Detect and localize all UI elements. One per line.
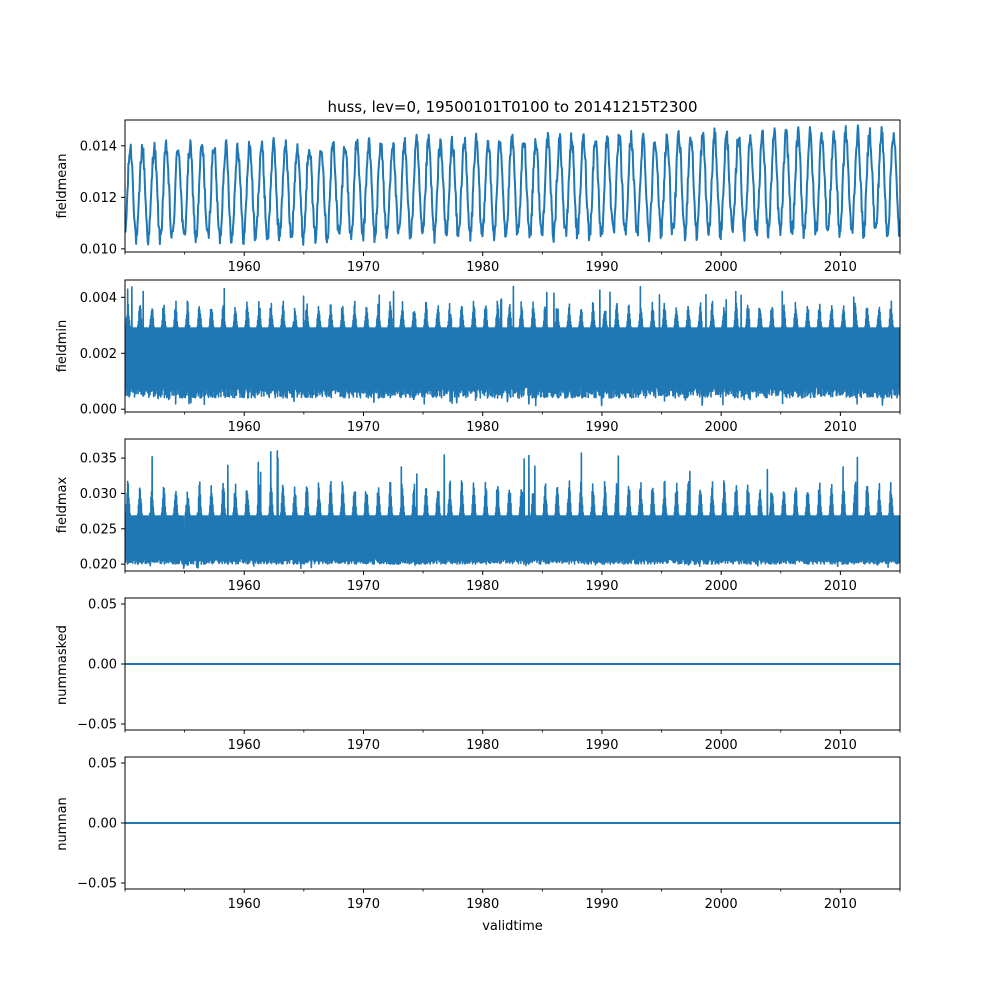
- ylabel-nummasked: nummasked: [55, 625, 70, 705]
- plot-area-numnan: −0.05 0.00 0.05 1960 1970 1980 1990 2000 2010: [77, 756, 901, 912]
- plot-area-fieldmax: 0.020 0.025 0.030 0.035 1960 1970 1980 1990 2000…: [80, 438, 901, 594]
- x-tick-label: 1960: [228, 897, 261, 912]
- panel-nummasked: nummasked −0.05 0.00 0.05 1960 1970 1980 1990 2…: [55, 597, 901, 753]
- y-tick-label: 0.004: [80, 291, 117, 306]
- x-tick-label: 2010: [824, 579, 857, 594]
- axes-frame: [124, 279, 901, 413]
- x-tick-label: 2000: [705, 738, 738, 753]
- x-tick-label: 1960: [228, 738, 261, 753]
- x-tick-label: 2010: [824, 738, 857, 753]
- y-tick-label: −0.05: [77, 718, 117, 733]
- x-tick-label: 1990: [585, 897, 618, 912]
- x-tick-label: 2010: [824, 897, 857, 912]
- x-tick-label: 2000: [705, 579, 738, 594]
- x-tick-label: 1990: [585, 738, 618, 753]
- axes-frame: [124, 438, 901, 572]
- y-tick-label: 0.010: [80, 242, 117, 257]
- ylabel-fieldmax: fieldmax: [55, 477, 70, 534]
- ylabel-fieldmean: fieldmean: [55, 154, 70, 219]
- x-tick-label: 1970: [347, 897, 380, 912]
- plot-area-fieldmean: 0.010 0.012 0.014 1960 1970 1980 1990 2000 2010: [80, 119, 901, 275]
- x-tick-label: 2010: [824, 420, 857, 435]
- x-tick-label: 1980: [466, 897, 499, 912]
- series-line-fieldmin: [125, 285, 900, 407]
- x-tick-label: 1970: [347, 579, 380, 594]
- panel-fieldmean: fieldmean 0.010 0.012 0.014 1960 1970 1980 199…: [55, 119, 901, 275]
- axes-frame: [124, 119, 901, 253]
- x-tick-label: 1960: [228, 420, 261, 435]
- x-tick-label: 1970: [347, 738, 380, 753]
- panel-fieldmax: fieldmax 0.020 0.025 0.030 0.035 1960 1970 198…: [55, 438, 901, 594]
- x-tick-label: 1970: [347, 260, 380, 275]
- y-tick-label: 0.002: [80, 347, 117, 362]
- x-tick-label: 1970: [347, 420, 380, 435]
- y-tick-label: 0.035: [80, 452, 117, 467]
- x-tick-label: 1980: [466, 420, 499, 435]
- x-tick-label: 2000: [705, 897, 738, 912]
- y-tick-label: 0.025: [80, 522, 117, 537]
- x-tick-label: 2000: [705, 420, 738, 435]
- x-tick-label: 2000: [705, 260, 738, 275]
- chart-title: huss, lev=0, 19500101T0100 to 20141215T2…: [327, 98, 697, 116]
- panel-fieldmin: fieldmin 0.000 0.002 0.004 1960 1970 1980 1990…: [55, 279, 901, 435]
- y-tick-label: −0.05: [77, 877, 117, 892]
- x-tick-label: 2010: [824, 260, 857, 275]
- ylabel-fieldmin: fieldmin: [55, 320, 70, 373]
- y-tick-label: 0.05: [88, 757, 117, 772]
- x-tick-label: 1960: [228, 260, 261, 275]
- series-line-fieldmax: [125, 450, 900, 570]
- x-tick-label: 1990: [585, 579, 618, 594]
- x-tick-label: 1980: [466, 738, 499, 753]
- x-tick-label: 1980: [466, 579, 499, 594]
- y-tick-label: 0.05: [88, 598, 117, 613]
- y-tick-label: 0.012: [80, 191, 117, 206]
- plot-area-fieldmin: 0.000 0.002 0.004 1960 1970 1980 1990 2000 2010: [80, 279, 901, 435]
- xlabel: validtime: [482, 919, 543, 934]
- y-tick-label: 0.030: [80, 487, 117, 502]
- y-tick-label: 0.020: [80, 558, 117, 573]
- x-tick-label: 1960: [228, 579, 261, 594]
- plot-area-nummasked: −0.05 0.00 0.05 1960 1970 1980 1990 2000 2010: [77, 597, 901, 753]
- y-tick-label: 0.00: [88, 658, 117, 673]
- panel-numnan: numnan −0.05 0.00 0.05 1960 1970 1980 1990 2000…: [55, 756, 901, 912]
- y-tick-label: 0.00: [88, 817, 117, 832]
- y-tick-label: 0.000: [80, 403, 117, 418]
- x-tick-label: 1980: [466, 260, 499, 275]
- x-tick-label: 1990: [585, 260, 618, 275]
- x-tick-label: 1990: [585, 420, 618, 435]
- y-tick-label: 0.014: [80, 139, 117, 154]
- series-line-fieldmean: [125, 124, 900, 246]
- ylabel-numnan: numnan: [55, 797, 70, 851]
